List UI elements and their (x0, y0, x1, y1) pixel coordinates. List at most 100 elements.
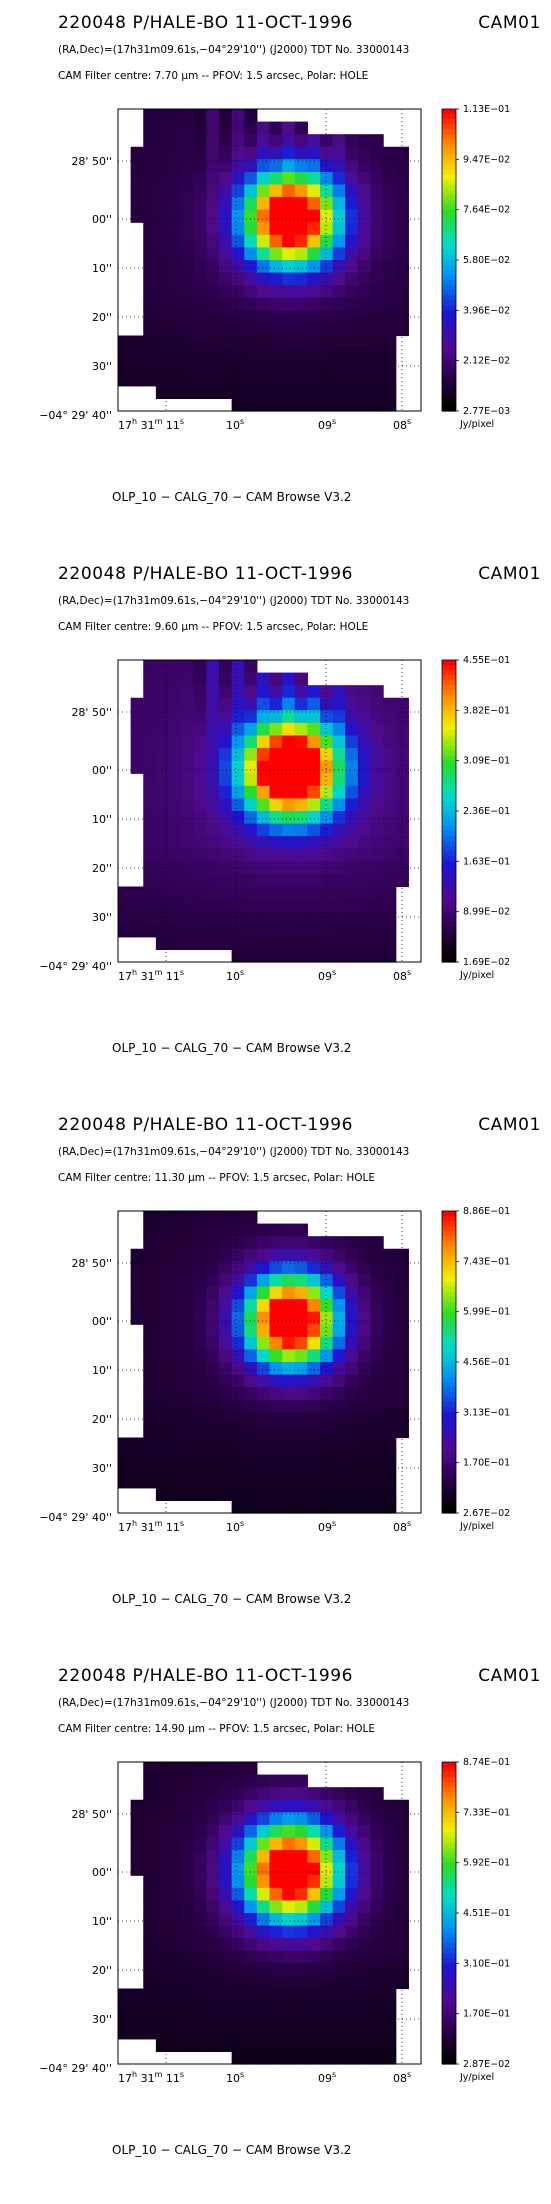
heatmap-cell (130, 1286, 144, 1300)
heatmap-cell (357, 785, 372, 800)
heatmap-cell (130, 1299, 144, 1313)
colorbar-step (442, 2048, 456, 2055)
dec-tick-label: 00'' (92, 1866, 112, 1879)
heatmap-cell (370, 1362, 384, 1376)
heatmap-cell (231, 1424, 245, 1439)
colorbar-tick-label: 2.12E−02 (463, 356, 510, 367)
heatmap-cell (332, 1387, 346, 1401)
panel-figure: 220048 P/HALE-BO 11-OCT-1996 CAM01(RA,Dec… (39, 13, 540, 504)
heatmap-cell (307, 1925, 321, 1939)
heatmap-cell (320, 1399, 334, 1413)
heatmap-cell (219, 1299, 233, 1313)
heatmap-cell (118, 1462, 132, 1476)
heatmap-cell (256, 1349, 271, 1363)
heatmap-cell (193, 1261, 207, 1275)
heatmap-cell (143, 861, 157, 875)
heatmap-cell (143, 1412, 157, 1426)
heatmap-cell (307, 2026, 321, 2040)
heatmap-cell (357, 1450, 372, 1464)
heatmap-cell (345, 748, 359, 762)
heatmap-cell (181, 285, 195, 299)
heatmap-cell (181, 373, 195, 387)
heatmap-cell (294, 322, 308, 337)
colorbar-step (442, 1407, 456, 1413)
heatmap-cell (357, 1850, 372, 1864)
heatmap-cell (345, 735, 359, 749)
colorbar-step (442, 229, 456, 236)
heatmap-cell (357, 1286, 372, 1300)
heatmap-cell (370, 1324, 384, 1338)
heatmap-cell (332, 1248, 346, 1262)
heatmap-cell (155, 272, 170, 286)
heatmap-cell (231, 1261, 245, 1275)
heatmap-cell (345, 911, 359, 925)
heatmap-cell (282, 710, 296, 724)
ra-tick-label: 09s (318, 968, 336, 983)
heatmap-cell (370, 735, 384, 749)
colorbar-step (442, 1978, 456, 1985)
heatmap-cell (332, 1299, 346, 1313)
heatmap-cell (256, 184, 271, 198)
colorbar-step (442, 1266, 456, 1272)
heatmap-cell (206, 911, 220, 925)
heatmap-cell (269, 1975, 283, 1990)
heatmap-cell (206, 823, 220, 837)
heatmap-cell (155, 1824, 170, 1839)
heatmap-cell (357, 285, 372, 299)
heatmap-cell (181, 873, 195, 888)
heatmap-cell (357, 1324, 372, 1338)
heatmap-cell (282, 735, 296, 749)
colorbar-step (442, 926, 456, 933)
heatmap-cell (168, 710, 182, 724)
heatmap-cell (143, 1273, 157, 1288)
heatmap-cell (370, 1387, 384, 1401)
heatmap-cell (282, 798, 296, 812)
heatmap-cell (256, 924, 271, 938)
heatmap-cell (143, 1988, 157, 2002)
heatmap-cell (206, 1462, 220, 1476)
heatmap-cell (244, 2051, 258, 2065)
heatmap-cell (181, 1950, 195, 1964)
colorbar-unit: Jy/pixel (459, 970, 494, 981)
heatmap-cell (269, 873, 283, 888)
colorbar-step (442, 745, 456, 752)
heatmap-cell (357, 798, 372, 812)
heatmap-cell (357, 760, 372, 774)
heatmap-cell (294, 171, 308, 186)
heatmap-cell (370, 335, 384, 349)
heatmap-cell (143, 1336, 157, 1351)
heatmap-cell (282, 234, 296, 249)
heatmap-cell (181, 886, 195, 900)
heatmap-cell (244, 109, 258, 123)
colorbar-step (442, 249, 456, 256)
heatmap-cell (181, 760, 195, 774)
heatmap-cell (269, 1812, 283, 1826)
colorbar-step (442, 159, 456, 165)
heatmap-cell (219, 297, 233, 311)
heatmap-cell (307, 1862, 321, 1876)
heatmap-cell (294, 310, 308, 324)
heatmap-cell (219, 1374, 233, 1388)
heatmap-cell (307, 1261, 321, 1275)
heatmap-cell (130, 911, 144, 925)
heatmap-cell (370, 760, 384, 774)
dec-tick-label: 30'' (92, 1462, 112, 1475)
heatmap-cell (181, 171, 195, 186)
heatmap-cell (269, 861, 283, 875)
heatmap-cell (168, 385, 182, 400)
heatmap (118, 1762, 409, 2065)
colorbar-step (442, 956, 456, 963)
heatmap-cell (244, 1787, 258, 1801)
heatmap-cell (181, 1387, 195, 1401)
heatmap-cell (320, 159, 334, 173)
heatmap-cell (219, 823, 233, 837)
heatmap-cell (206, 335, 220, 349)
colorbar-step (442, 705, 456, 711)
colorbar-step (442, 360, 456, 367)
heatmap-cell (345, 1975, 359, 1990)
heatmap-cell (383, 1487, 397, 1502)
heatmap-cell (294, 285, 308, 299)
heatmap-cell (320, 1487, 334, 1502)
heatmap-cell (320, 949, 334, 963)
heatmap-cell (155, 1950, 170, 1964)
